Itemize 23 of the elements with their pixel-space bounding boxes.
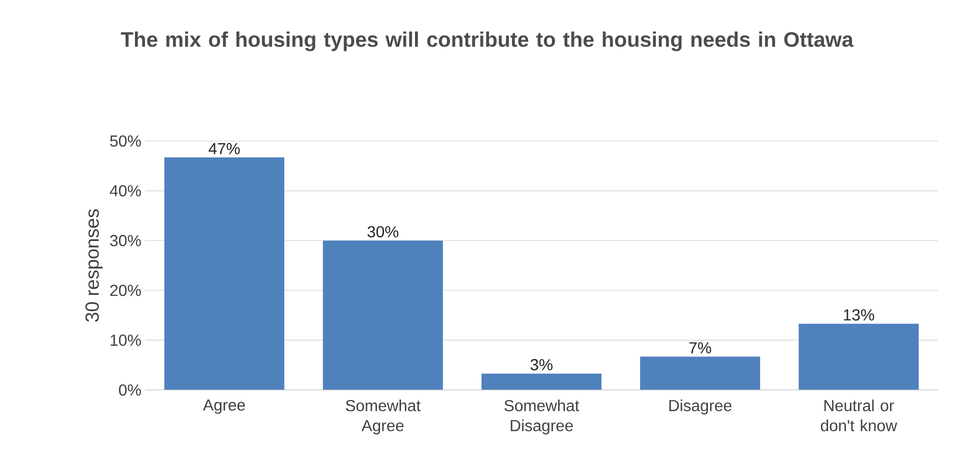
data-label: 7% [689,342,712,354]
bar [640,356,760,390]
bar [798,324,919,390]
data-label: 30% [368,226,398,238]
y-tick-label: 20% [110,284,141,296]
y-tick-label: 30% [110,234,141,246]
y-tick-label: 10% [110,334,141,346]
bar [482,374,602,390]
y-axis-title: 30 responses [85,209,103,322]
x-tick-label: Somewhat Disagree [504,400,580,434]
bar [322,240,443,390]
data-label: 13% [844,309,874,321]
data-label: 47% [208,143,240,154]
x-tick-label: Somewhat Agree [346,400,421,434]
x-tick-label: Agree [202,400,245,414]
x-tick-label: Neutral or don't know [820,400,898,432]
y-tick-label: 40% [110,185,141,196]
y-tick-label: 50% [110,135,141,147]
y-tick-label: 0% [118,384,141,396]
chart-title: The mix of housing types will contribute to the housing needs in Ottawa [120,32,854,52]
x-tick-label: Disagree [669,400,732,414]
data-label: 3% [530,359,552,370]
bar [164,157,284,390]
